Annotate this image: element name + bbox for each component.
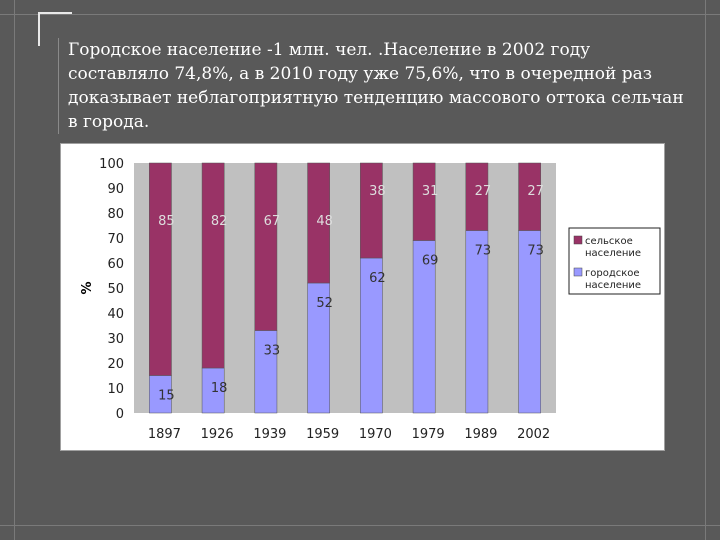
x-tick-label: 1989: [464, 427, 497, 442]
y-tick-label: 60: [107, 257, 124, 272]
bar-rural: [465, 162, 489, 231]
x-tick-label: 1970: [359, 427, 392, 442]
data-label-rural: 82: [211, 214, 228, 229]
data-label-urban: 73: [527, 244, 544, 259]
y-tick-label: 20: [107, 357, 124, 372]
bar-rural: [254, 162, 278, 331]
data-label-rural: 38: [369, 184, 386, 199]
legend-swatch: [573, 235, 583, 245]
x-tick-label: 2002: [517, 427, 550, 442]
bar-rural: [518, 162, 541, 231]
legend-entry: сельское население: [585, 236, 641, 259]
bar-rural: [360, 162, 383, 259]
data-label-urban: 15: [158, 389, 175, 404]
x-tick-label: 1926: [201, 427, 234, 442]
y-tick-label: 10: [107, 382, 124, 397]
plot-area: [134, 163, 556, 413]
stacked-bar-chart: 0 10 20 30 40 50 60 70 80 90 100 15 85 18 82 33 67 52 48 6…: [80, 157, 661, 442]
y-axis-label: %: [80, 281, 95, 294]
data-label-rural: 85: [158, 214, 175, 229]
x-tick-label: 1897: [148, 427, 181, 442]
chart-container: 0 10 20 30 40 50 60 70 80 90 100 15 85 18 82 33 67 52 48 6…: [60, 143, 665, 451]
y-tick-label: 70: [107, 232, 124, 247]
chart-legend: сельское население городское население: [568, 227, 661, 295]
data-label-rural: 31: [422, 184, 439, 199]
bar-rural: [201, 162, 225, 369]
corner-ornament: [38, 12, 72, 46]
y-tick-label: 40: [107, 307, 124, 322]
data-label-urban: 62: [369, 271, 386, 286]
x-tick-label: 1959: [306, 427, 339, 442]
x-tick-label: 1939: [253, 427, 286, 442]
slide-paragraph: Городское население -1 млн. чел. .Населе…: [68, 40, 684, 132]
data-label-urban: 52: [316, 296, 333, 311]
y-tick-label: 0: [116, 407, 124, 422]
x-tick-label: 1979: [412, 427, 445, 442]
y-tick-label: 90: [107, 182, 124, 197]
bar-rural: [307, 162, 330, 284]
data-label-rural: 48: [316, 214, 333, 229]
bar-rural: [412, 162, 436, 241]
y-tick-label: 80: [107, 207, 124, 222]
data-label-rural: 27: [527, 184, 544, 199]
y-tick-label: 50: [107, 282, 124, 297]
data-label-rural: 67: [264, 214, 281, 229]
data-label-urban: 69: [422, 254, 439, 269]
data-label-rural: 27: [475, 184, 492, 199]
legend-entry: городское население: [585, 268, 641, 291]
data-label-urban: 33: [264, 344, 281, 359]
legend-swatch: [573, 267, 583, 277]
slide-text-block: Городское население -1 млн. чел. .Населе…: [58, 38, 688, 134]
bar-rural: [149, 162, 172, 376]
data-label-urban: 18: [211, 381, 228, 396]
y-tick-label: 30: [107, 332, 124, 347]
data-label-urban: 73: [475, 244, 492, 259]
y-tick-label: 100: [99, 157, 124, 172]
